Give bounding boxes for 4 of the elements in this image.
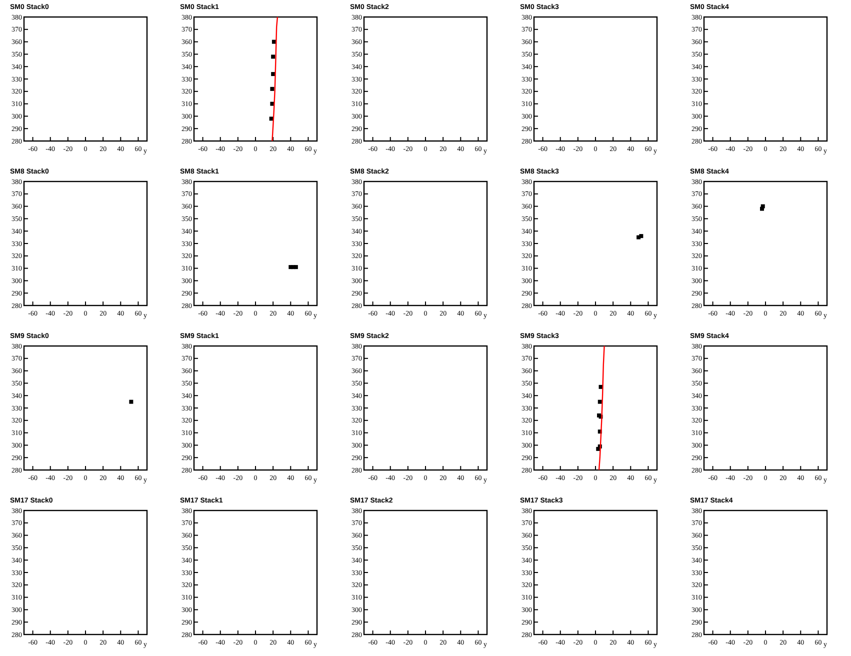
point — [271, 54, 276, 59]
point — [270, 86, 274, 91]
line-series — [598, 345, 605, 471]
line-series — [272, 16, 278, 142]
